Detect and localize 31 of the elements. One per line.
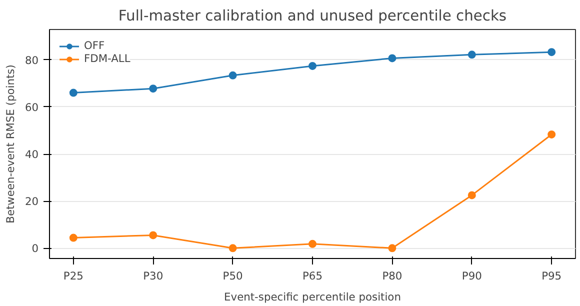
point [228, 244, 237, 252]
chart-title: Full-master calibration and unused percentile checks [118, 8, 507, 24]
point [548, 130, 556, 138]
legend-label: OFF [84, 39, 105, 52]
point [308, 62, 316, 70]
y-tick-label: 20 [24, 195, 39, 208]
point [228, 71, 237, 80]
x-tick-label: P90 [462, 270, 482, 282]
y-tick-label: 80 [24, 54, 39, 67]
point [308, 240, 316, 248]
point [388, 244, 396, 252]
point [69, 234, 78, 242]
y-tick-label: 0 [32, 242, 39, 256]
x-tick-label: P95 [542, 270, 562, 282]
x-tick-label: P80 [382, 270, 402, 282]
point [69, 88, 78, 97]
point [548, 48, 556, 56]
point [149, 231, 158, 240]
x-tick-label: P50 [222, 270, 244, 282]
x-axis-title: Event-specific percentile position [224, 290, 401, 304]
point [468, 50, 476, 59]
point [388, 54, 396, 62]
point [149, 84, 158, 93]
x-tick-label: P25 [63, 270, 84, 282]
point [468, 191, 476, 200]
x-tick-label: P30 [143, 270, 164, 282]
y-axis-title: Between-event RMSE (points) [4, 64, 17, 224]
legend-label: FDM-ALL [84, 52, 130, 65]
y-tick-label: 60 [24, 100, 39, 114]
y-tick-label: 40 [24, 148, 39, 162]
x-tick-label: P65 [302, 270, 323, 282]
